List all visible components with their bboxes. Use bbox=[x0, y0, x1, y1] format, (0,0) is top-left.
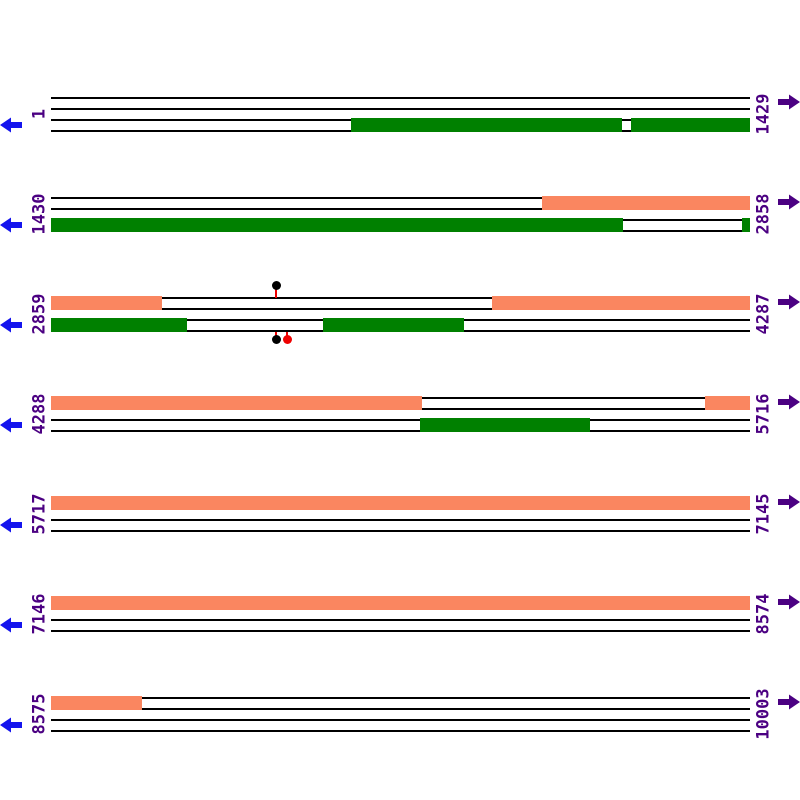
left-arrow-icon bbox=[0, 217, 22, 233]
feature-bar-reverse bbox=[631, 118, 750, 132]
scroll-right-button[interactable] bbox=[778, 693, 800, 711]
sequence-row: 1430 2858 bbox=[0, 193, 800, 235]
track-line bbox=[51, 630, 750, 632]
row-end-coordinate: 1429 bbox=[753, 93, 774, 135]
track-line bbox=[51, 308, 750, 310]
track-line bbox=[51, 208, 750, 210]
track-line bbox=[51, 730, 750, 732]
scroll-left-button[interactable] bbox=[0, 316, 22, 334]
scroll-right-button[interactable] bbox=[778, 593, 800, 611]
left-arrow-icon bbox=[0, 417, 22, 433]
track-line bbox=[51, 97, 750, 99]
scroll-right-button[interactable] bbox=[778, 193, 800, 211]
sequence-row: 4288 5716 bbox=[0, 393, 800, 435]
row-end-coordinate: 4287 bbox=[753, 293, 774, 335]
sequence-track bbox=[51, 196, 750, 232]
right-arrow-icon bbox=[778, 394, 800, 410]
scroll-left-button[interactable] bbox=[0, 616, 22, 634]
row-start-coordinate: 5717 bbox=[29, 493, 50, 535]
row-start-coordinate: 2859 bbox=[29, 293, 50, 335]
row-start-coordinate: 7146 bbox=[29, 593, 50, 635]
sequence-row: 8575 10003 bbox=[0, 688, 800, 740]
sequence-row: 7146 8574 bbox=[0, 593, 800, 635]
scroll-left-button[interactable] bbox=[0, 416, 22, 434]
sequence-row: 1 1429 bbox=[0, 93, 800, 135]
feature-bar-reverse bbox=[51, 218, 623, 232]
sequence-track bbox=[51, 596, 750, 632]
scroll-right-button[interactable] bbox=[778, 293, 800, 311]
sequence-row: 5717 7145 bbox=[0, 493, 800, 535]
feature-bar-reverse bbox=[742, 218, 750, 232]
left-arrow-icon bbox=[0, 717, 22, 733]
sequence-track bbox=[51, 97, 750, 132]
scroll-left-button[interactable] bbox=[0, 116, 22, 134]
marker-dot bbox=[271, 281, 281, 290]
right-arrow-icon bbox=[778, 594, 800, 610]
track-line bbox=[51, 619, 750, 621]
feature-bar-forward bbox=[51, 696, 142, 710]
sequence-row: 2859 4287 bbox=[0, 281, 800, 344]
sequence-track bbox=[51, 496, 750, 532]
right-arrow-icon bbox=[778, 94, 800, 110]
right-arrow-icon bbox=[778, 694, 800, 710]
track-line bbox=[51, 519, 750, 521]
left-arrow-icon bbox=[0, 317, 22, 333]
marker-stem bbox=[286, 332, 289, 337]
scroll-right-button[interactable] bbox=[778, 493, 800, 511]
track-line bbox=[51, 719, 750, 721]
feature-bar-forward bbox=[492, 296, 750, 310]
feature-bar-reverse bbox=[51, 318, 188, 332]
row-end-coordinate: 10003 bbox=[753, 688, 774, 740]
feature-bar-forward bbox=[541, 196, 750, 210]
row-start-coordinate: 8575 bbox=[29, 693, 50, 735]
feature-bar-reverse bbox=[322, 318, 465, 332]
track-line bbox=[51, 419, 750, 421]
feature-bar-forward bbox=[51, 296, 163, 310]
left-arrow-icon bbox=[0, 117, 22, 133]
scroll-right-button[interactable] bbox=[778, 93, 800, 111]
track-line bbox=[51, 297, 750, 299]
row-end-coordinate: 8574 bbox=[753, 593, 774, 635]
row-end-coordinate: 2858 bbox=[753, 193, 774, 235]
scroll-left-button[interactable] bbox=[0, 716, 22, 734]
track-line bbox=[51, 708, 750, 710]
marker-stem bbox=[275, 289, 278, 298]
track-line bbox=[51, 197, 750, 199]
marker-dot bbox=[271, 335, 281, 344]
feature-bar-reverse bbox=[350, 118, 623, 132]
row-start-coordinate: 4288 bbox=[29, 393, 50, 435]
left-arrow-icon bbox=[0, 617, 22, 633]
row-end-coordinate: 5716 bbox=[753, 393, 774, 435]
right-arrow-icon bbox=[778, 294, 800, 310]
sequence-track bbox=[51, 696, 750, 732]
feature-bar-forward bbox=[51, 596, 750, 610]
marker-dot bbox=[282, 335, 292, 344]
track-line bbox=[51, 430, 750, 432]
left-arrow-icon bbox=[0, 517, 22, 533]
track-line bbox=[51, 108, 750, 110]
feature-bar-forward bbox=[51, 396, 423, 410]
sequence-track bbox=[51, 281, 750, 344]
scroll-right-button[interactable] bbox=[778, 393, 800, 411]
row-end-coordinate: 7145 bbox=[753, 493, 774, 535]
scroll-left-button[interactable] bbox=[0, 216, 22, 234]
feature-bar-reverse bbox=[420, 418, 590, 432]
feature-bar-forward bbox=[51, 496, 750, 510]
scroll-left-button[interactable] bbox=[0, 516, 22, 534]
row-start-coordinate: 1 bbox=[29, 108, 50, 120]
track-line bbox=[51, 530, 750, 532]
right-arrow-icon bbox=[778, 194, 800, 210]
marker-stem bbox=[275, 332, 278, 337]
track-line bbox=[51, 697, 750, 699]
feature-bar-forward bbox=[705, 396, 750, 410]
sequence-track bbox=[51, 396, 750, 432]
right-arrow-icon bbox=[778, 494, 800, 510]
row-start-coordinate: 1430 bbox=[29, 193, 50, 235]
